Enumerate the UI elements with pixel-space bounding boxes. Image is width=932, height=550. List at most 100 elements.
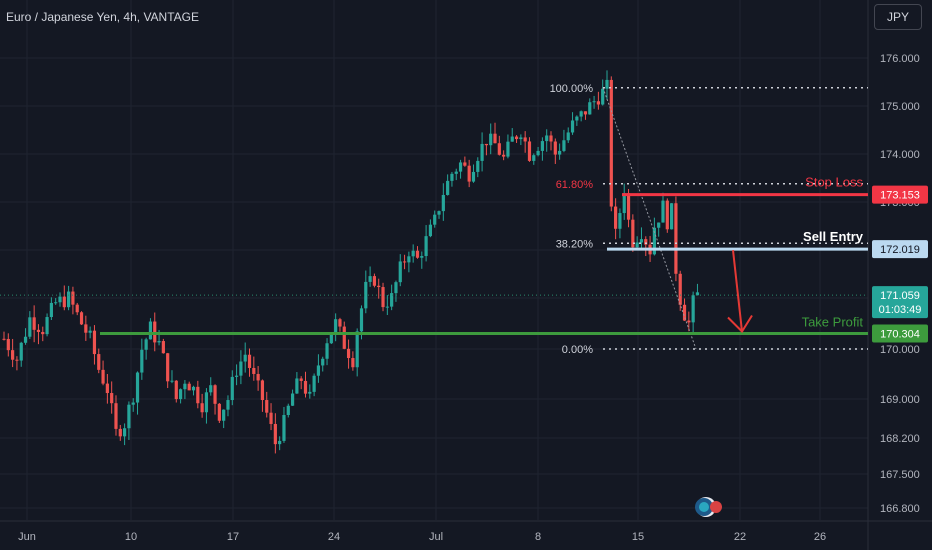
y-tick-label: 176.000: [880, 53, 920, 65]
y-tick-label: 168.200: [880, 433, 920, 445]
candle-body: [489, 133, 493, 146]
x-tick-label: Jul: [429, 531, 443, 543]
candle-body: [527, 141, 532, 161]
candle-body: [674, 203, 678, 274]
candle-body: [187, 383, 191, 391]
sell-arrow-shaft: [732, 249, 743, 332]
candle-body: [166, 353, 170, 382]
candle-body: [334, 319, 338, 335]
take-profit-price-tag: 170.304: [880, 328, 920, 340]
candle-body: [441, 194, 445, 212]
currency-button[interactable]: JPY: [874, 4, 922, 30]
sell-entry-price-tag-bg[interactable]: [872, 240, 928, 259]
y-tick-label: 167.500: [880, 469, 920, 481]
candle-body: [523, 137, 527, 142]
candle-body: [562, 140, 566, 151]
x-tick-label: 17: [227, 531, 239, 543]
candle-body: [402, 261, 407, 263]
take-profit-price-tag-bg[interactable]: [872, 324, 928, 343]
candle-body: [553, 141, 557, 155]
current-price-tag-bg[interactable]: [872, 286, 928, 319]
candle-body: [252, 367, 256, 374]
candle-body: [437, 211, 441, 215]
candle-body: [204, 392, 209, 413]
candle-body: [390, 293, 394, 307]
candle-body: [579, 111, 583, 117]
candle-body: [247, 354, 252, 368]
candle-body: [265, 400, 269, 413]
y-tick-label: 166.800: [880, 503, 920, 515]
x-tick-label: 26: [814, 531, 826, 543]
candle-body: [6, 338, 10, 351]
candle-body: [566, 132, 570, 141]
candle-body: [75, 304, 79, 313]
candle-body: [174, 380, 178, 400]
candle-body: [88, 330, 92, 333]
candle-body: [420, 256, 424, 258]
candle-body: [514, 136, 519, 140]
candle-body: [329, 334, 333, 344]
candle-body: [290, 393, 295, 406]
candle-body: [575, 116, 579, 121]
x-tick-label: 8: [535, 531, 541, 543]
candle-body: [364, 281, 368, 309]
candle-body: [471, 171, 476, 182]
stop-loss-label: Stop Loss: [805, 175, 863, 190]
candle-body: [28, 317, 32, 337]
candle-body: [234, 375, 239, 377]
candle-body: [79, 312, 84, 325]
candle-body: [450, 173, 454, 181]
x-tick-label: Jun: [18, 531, 36, 543]
candle-body: [316, 365, 321, 376]
candle-body: [626, 193, 631, 220]
candle-body: [355, 331, 359, 368]
candle-body: [282, 415, 286, 441]
candle-body: [118, 428, 122, 437]
candle-body: [368, 276, 372, 282]
candle-body: [639, 239, 644, 243]
candle-body: [480, 143, 484, 161]
tradingview-logo-icon[interactable]: [690, 495, 724, 519]
candle-body: [45, 317, 49, 335]
candle-body: [11, 350, 15, 360]
candle-body: [372, 276, 377, 286]
candle-body: [49, 302, 53, 318]
candle-body: [687, 320, 691, 323]
candle-body: [183, 383, 187, 390]
candle-body: [19, 342, 23, 361]
candle-body: [97, 354, 101, 370]
candle-body: [596, 101, 600, 105]
candle-body: [23, 336, 28, 343]
candle-body: [428, 224, 433, 237]
candle-body: [377, 285, 381, 288]
candle-body: [213, 385, 217, 404]
candle-body: [92, 330, 97, 355]
y-tick-label: 174.000: [880, 149, 920, 161]
candle-body: [342, 326, 346, 349]
candle-body: [127, 404, 131, 429]
candle-body: [157, 341, 161, 343]
candle-body: [36, 329, 41, 332]
stop-loss-price-tag-bg[interactable]: [872, 185, 928, 204]
candle-body: [62, 296, 66, 308]
candle-body: [644, 239, 648, 245]
candle-body: [140, 349, 144, 373]
candle-body: [144, 339, 148, 350]
candle-body: [519, 137, 523, 140]
candle-body: [670, 203, 674, 230]
candle-body: [463, 162, 467, 166]
candle-body: [622, 193, 626, 214]
candle-body: [278, 440, 282, 445]
candle-body: [303, 380, 308, 394]
candle-body: [691, 295, 695, 323]
candle-body: [570, 120, 575, 133]
candle-body: [101, 369, 105, 384]
candle-body: [286, 405, 290, 416]
candle-body: [196, 386, 200, 404]
candle-body: [458, 162, 463, 172]
y-tick-label: 169.000: [880, 394, 920, 406]
stop-loss-price-tag: 173.153: [880, 190, 920, 202]
candle-body: [532, 155, 536, 161]
candle-body: [359, 308, 364, 332]
